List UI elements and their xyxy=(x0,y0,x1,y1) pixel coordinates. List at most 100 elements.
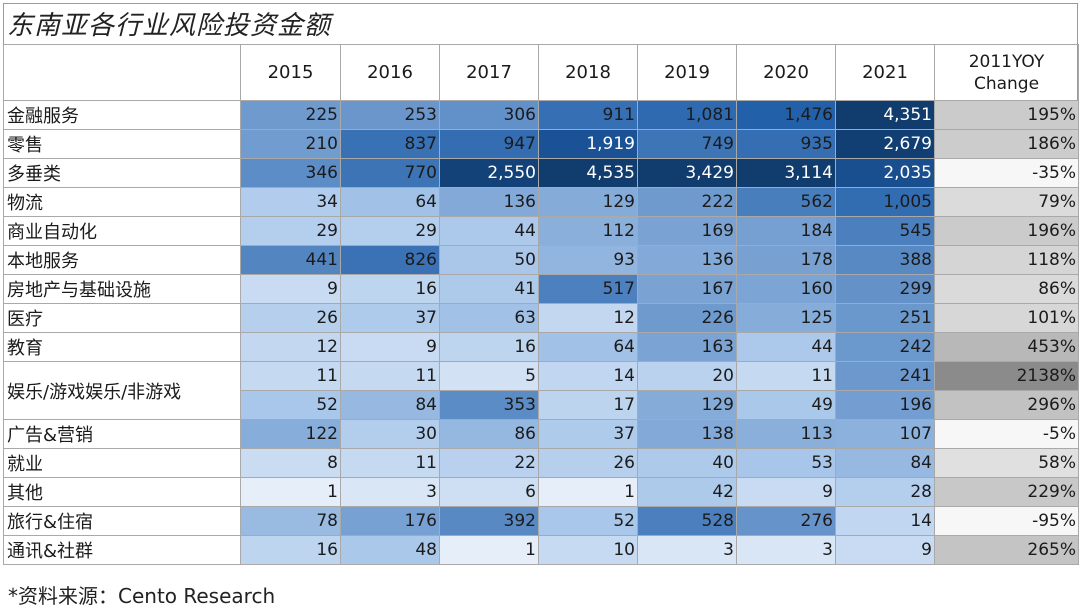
value-cell: 113 xyxy=(736,419,836,449)
value-cell: 63 xyxy=(439,303,539,333)
value-cell: 1,476 xyxy=(736,100,836,130)
table-row: 多垂类 346 770 2,550 4,535 3,429 3,114 2,035 -35% xyxy=(3,158,1079,188)
value-cell: 306 xyxy=(439,100,539,130)
table-row: 旅行&住宿 78 176 392 52 528 276 14 -95% xyxy=(3,506,1079,536)
value-cell: 222 xyxy=(637,187,737,217)
value-cell: 545 xyxy=(835,216,935,246)
table-row: 金融服务 225 253 306 911 1,081 1,476 4,351 195% xyxy=(3,100,1079,130)
value-cell: 26 xyxy=(538,448,638,478)
value-cell: 16 xyxy=(340,274,440,304)
value-cell: 40 xyxy=(637,448,737,478)
yoy-cell: 186% xyxy=(934,129,1079,159)
table-row: 教育 12 9 16 64 163 44 242 453% xyxy=(3,332,1079,362)
value-cell: 48 xyxy=(340,535,440,565)
value-cell: 14 xyxy=(835,506,935,536)
table-row: 房地产与基础设施 9 16 41 517 167 160 299 86% xyxy=(3,274,1079,304)
value-cell: 44 xyxy=(439,216,539,246)
row-label: 旅行&住宿 xyxy=(3,506,241,536)
value-cell: 37 xyxy=(538,419,638,449)
value-cell: 1 xyxy=(439,535,539,565)
value-cell: 5 xyxy=(439,361,539,391)
value-cell: 4,535 xyxy=(538,158,638,188)
table-row: 娱乐/游戏娱乐/非游戏 11 11 5 14 20 11 241 2138% xyxy=(3,361,1079,420)
header-row: 2015 2016 2017 2018 2019 2020 2021 2011Y… xyxy=(3,44,1079,101)
yoy-cell: 195% xyxy=(934,100,1079,130)
table-row: 本地服务 441 826 50 93 136 178 388 118% xyxy=(3,245,1079,275)
value-cell: 163 xyxy=(637,332,737,362)
value-cell: 16 xyxy=(240,535,341,565)
header-year: 2021 xyxy=(835,44,935,101)
value-cell: 93 xyxy=(538,245,638,275)
value-cell: 16 xyxy=(439,332,539,362)
value-cell: 64 xyxy=(340,187,440,217)
value-cell: 52 xyxy=(538,506,638,536)
value-cell: 1,005 xyxy=(835,187,935,217)
yoy-cell: -95% xyxy=(934,506,1079,536)
row-label: 其他 xyxy=(3,477,241,507)
header-year: 2016 xyxy=(340,44,440,101)
value-cell: 41 xyxy=(439,274,539,304)
value-cell: 86 xyxy=(439,419,539,449)
yoy-cell: 196% xyxy=(934,216,1079,246)
value-cell: 3 xyxy=(637,535,737,565)
value-cell: 837 xyxy=(340,129,440,159)
value-cell: 4,351 xyxy=(835,100,935,130)
value-cell: 528 xyxy=(637,506,737,536)
row-label: 多垂类 xyxy=(3,158,241,188)
value-cell: 11 xyxy=(240,361,341,391)
header-yoy-line1: 2011YOY xyxy=(968,51,1045,72)
value-cell: 112 xyxy=(538,216,638,246)
row-label: 金融服务 xyxy=(3,100,241,130)
yoy-cell: 101% xyxy=(934,303,1079,333)
value-cell: 1 xyxy=(538,477,638,507)
yoy-cell: -5% xyxy=(934,419,1079,449)
value-cell: 749 xyxy=(637,129,737,159)
value-cell: 562 xyxy=(736,187,836,217)
value-cell: 11 xyxy=(340,448,440,478)
value-cell: 210 xyxy=(240,129,341,159)
table-row: 物流 34 64 136 129 222 562 1,005 79% xyxy=(3,187,1079,217)
table-row: 医疗 26 37 63 12 226 125 251 101% xyxy=(3,303,1079,333)
value-cell: 9 xyxy=(736,477,836,507)
yoy-cell: 79% xyxy=(934,187,1079,217)
value-cell: 3 xyxy=(736,535,836,565)
row-label: 娱乐/游戏娱乐/非游戏 xyxy=(3,361,241,420)
value-cell: 9 xyxy=(240,274,341,304)
value-cell: 1,081 xyxy=(637,100,737,130)
row-label: 教育 xyxy=(3,332,241,362)
value-cell: 276 xyxy=(736,506,836,536)
source-footnote: *资料来源：Cento Research xyxy=(8,584,276,608)
value-cell: 517 xyxy=(538,274,638,304)
value-cell: 20 xyxy=(637,361,737,391)
value-cell: 136 xyxy=(439,187,539,217)
value-cell: 107 xyxy=(835,419,935,449)
value-cell: 1 xyxy=(240,477,341,507)
header-year: 2017 xyxy=(439,44,539,101)
value-cell: 22 xyxy=(439,448,539,478)
value-cell: 346 xyxy=(240,158,341,188)
value-cell: 441 xyxy=(240,245,341,275)
header-year: 2020 xyxy=(736,44,836,101)
value-cell: 251 xyxy=(835,303,935,333)
value-cell: 226 xyxy=(637,303,737,333)
value-cell: 26 xyxy=(240,303,341,333)
value-cell: 388 xyxy=(835,245,935,275)
value-cell: 42 xyxy=(637,477,737,507)
value-cell: 9 xyxy=(340,332,440,362)
value-cell: 14 xyxy=(538,361,638,391)
venture-investment-table: 2015 2016 2017 2018 2019 2020 2021 2011Y… xyxy=(3,44,1079,565)
header-year: 2019 xyxy=(637,44,737,101)
value-cell: 160 xyxy=(736,274,836,304)
value-cell: 29 xyxy=(340,216,440,246)
table-row: 52 84 353 17 129 49 196 296% xyxy=(4,390,1079,420)
table-row: 商业自动化 29 29 44 112 169 184 545 196% xyxy=(3,216,1079,246)
value-cell: 299 xyxy=(835,274,935,304)
value-cell: 30 xyxy=(340,419,440,449)
value-cell: 169 xyxy=(637,216,737,246)
table-row: 零售 210 837 947 1,919 749 935 2,679 186% xyxy=(3,129,1079,159)
row-label: 商业自动化 xyxy=(3,216,241,246)
header-category xyxy=(3,44,241,101)
value-cell: 6 xyxy=(439,477,539,507)
row-label: 医疗 xyxy=(3,303,241,333)
value-cell: 64 xyxy=(538,332,638,362)
